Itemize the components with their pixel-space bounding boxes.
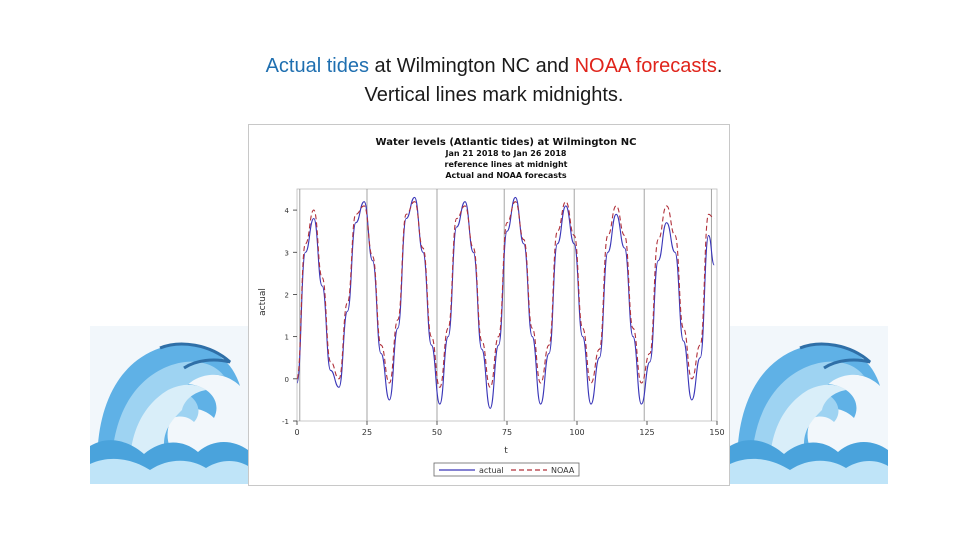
y-tick-label: 3: [285, 249, 289, 257]
title-noaa-forecasts: NOAA forecasts: [574, 55, 717, 77]
tide-chart-svg: Water levels (Atlantic tides) at Wilming…: [258, 137, 725, 477]
x-tick-label: 50: [432, 428, 442, 437]
title-middle: at Wilmington NC and: [368, 55, 575, 77]
y-tick-label: 0: [285, 376, 289, 384]
x-tick-label: 75: [502, 428, 512, 437]
y-tick-label: 1: [285, 334, 289, 342]
slide-title: Actual tides at Wilmington NC and NOAA f…: [0, 52, 960, 110]
chart-title-line-2: Jan 21 2018 to Jan 26 2018: [445, 149, 567, 158]
chart-title-line-3: reference lines at midnight: [445, 160, 568, 169]
chart-title-line-4: Actual and NOAA forecasts: [445, 171, 567, 180]
legend-label-noaa: NOAA: [551, 466, 575, 475]
y-axis-label: actual: [258, 288, 268, 316]
x-tick-label: 125: [639, 428, 654, 437]
title-period: .: [716, 55, 723, 77]
chart-legend: actual NOAA: [433, 462, 580, 477]
y-tick-label: -1: [282, 418, 289, 426]
x-axis-label: t: [504, 446, 508, 456]
chart-title-block: Water levels (Atlantic tides) at Wilming…: [376, 137, 637, 180]
plot-area: 0 25 50 75 100 125 150 -1 0 1 2 3 4: [282, 188, 725, 437]
x-tick-label: 150: [709, 428, 724, 437]
tide-chart: Water levels (Atlantic tides) at Wilming…: [248, 124, 730, 486]
x-tick-label: 100: [569, 428, 584, 437]
legend-box: [433, 462, 580, 477]
chart-title-line-1: Water levels (Atlantic tides) at Wilming…: [376, 137, 637, 148]
wave-illustration-left: [90, 326, 248, 484]
legend-label-actual: actual: [479, 466, 504, 475]
x-tick-label: 25: [362, 428, 372, 437]
y-tick-label: 2: [285, 291, 289, 299]
y-tick-label: 4: [285, 207, 290, 215]
x-tick-label: 0: [294, 428, 299, 437]
wave-illustration-right: [730, 326, 888, 484]
slide-title-line2: Vertical lines mark midnights.: [364, 84, 624, 106]
series-line-noaa: [296, 201, 715, 388]
slide-title-line1: Actual tides at Wilmington NC and NOAA f…: [0, 52, 960, 81]
title-actual-tides: Actual tides: [265, 55, 369, 77]
